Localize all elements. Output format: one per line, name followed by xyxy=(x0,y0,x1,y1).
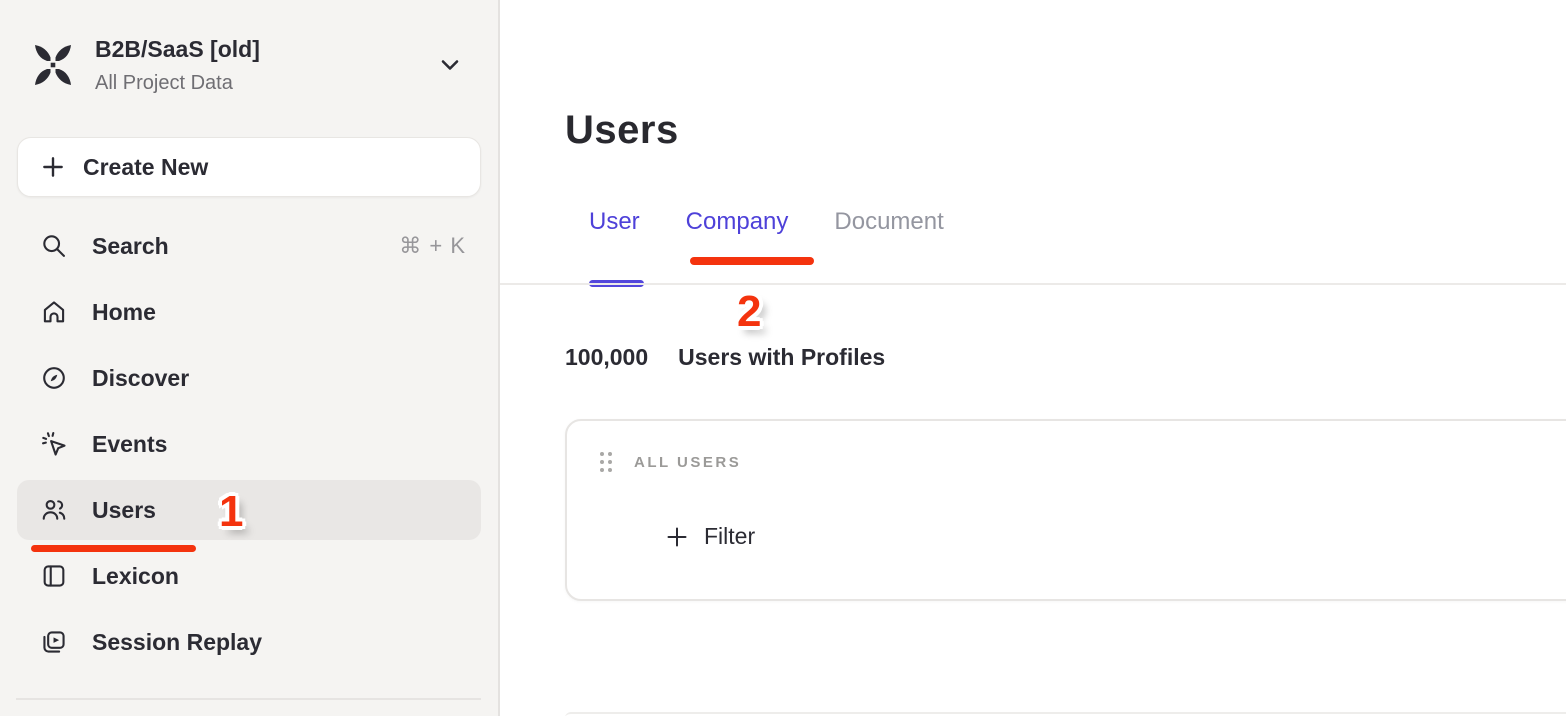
sidebar-item-discover[interactable]: Discover xyxy=(17,348,481,408)
annotation-underline-company xyxy=(690,257,814,265)
chevron-down-icon[interactable] xyxy=(440,57,460,73)
sidebar: B2B/SaaS [old] All Project Data Create N… xyxy=(0,0,500,716)
user-count-summary: 100,000 Users with Profiles xyxy=(565,344,885,371)
create-new-button[interactable]: Create New xyxy=(17,137,481,197)
annotation-badge-2: 2 xyxy=(737,287,762,336)
add-filter-button[interactable]: Filter xyxy=(665,523,755,550)
user-count-label: Users with Profiles xyxy=(678,344,886,370)
sidebar-item-session-replay[interactable]: Session Replay xyxy=(17,612,481,672)
drag-handle-icon[interactable] xyxy=(600,452,612,472)
session-replay-icon xyxy=(43,631,65,653)
create-new-label: Create New xyxy=(83,153,209,180)
sidebar-nav: Search ⌘ + K Home Discover xyxy=(17,216,481,678)
tab-company[interactable]: Company xyxy=(685,208,789,235)
tab-bar: User Company Document xyxy=(589,208,944,236)
user-count-value: 100,000 xyxy=(565,344,649,370)
project-subtitle: All Project Data xyxy=(95,72,233,94)
plus-icon xyxy=(667,527,687,546)
project-selector[interactable]: B2B/SaaS [old] All Project Data xyxy=(0,0,500,110)
sidebar-item-label: Lexicon xyxy=(92,562,179,589)
page-title: Users xyxy=(565,108,679,152)
sidebar-item-label: Discover xyxy=(92,364,190,391)
cursor-spark-icon xyxy=(41,431,66,456)
sidebar-item-events[interactable]: Events xyxy=(17,414,481,474)
mixpanel-logo-icon xyxy=(35,45,71,85)
sidebar-item-users[interactable]: Users xyxy=(17,480,481,540)
main-content: Users User Company Document 2 100,000 Us… xyxy=(500,0,1566,716)
panel-header: ALL USERS xyxy=(600,452,741,472)
annotation-underline-users xyxy=(31,545,196,552)
sidebar-item-lexicon[interactable]: Lexicon xyxy=(17,546,481,606)
sidebar-bottom-divider xyxy=(16,698,481,700)
sidebar-item-label: Session Replay xyxy=(92,628,263,655)
filter-label: Filter xyxy=(704,523,756,549)
annotation-badge-1: 1 xyxy=(219,487,244,536)
sidebar-item-search[interactable]: Search ⌘ + K xyxy=(17,216,481,276)
book-icon xyxy=(43,565,65,587)
compass-icon xyxy=(43,367,65,389)
sidebar-item-home[interactable]: Home xyxy=(17,282,481,342)
sidebar-item-label: Events xyxy=(92,430,168,457)
users-icon xyxy=(42,499,66,520)
all-users-panel: ALL USERS Filter xyxy=(565,419,1566,601)
plus-icon xyxy=(43,157,63,177)
tab-user[interactable]: User xyxy=(589,208,640,235)
sidebar-item-label: Users xyxy=(92,496,156,523)
search-icon xyxy=(43,235,65,257)
panel-title: ALL USERS xyxy=(634,453,742,471)
sidebar-item-label: Home xyxy=(92,298,156,325)
search-shortcut: ⌘ + K xyxy=(399,233,466,258)
sidebar-item-label: Search xyxy=(92,232,169,259)
home-icon xyxy=(43,301,65,323)
table-top-edge xyxy=(565,712,1566,716)
project-name: B2B/SaaS [old] xyxy=(95,36,260,62)
tab-document[interactable]: Document xyxy=(834,208,944,235)
tab-bar-divider xyxy=(500,283,1566,285)
